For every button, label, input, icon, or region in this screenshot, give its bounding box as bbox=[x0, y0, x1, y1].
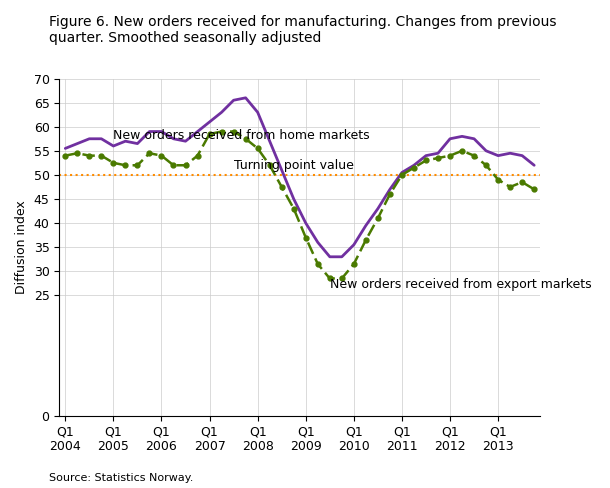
Y-axis label: Diffusion index: Diffusion index bbox=[15, 200, 28, 294]
Text: Turning point value: Turning point value bbox=[234, 159, 353, 172]
Text: New orders received from home markets: New orders received from home markets bbox=[113, 129, 370, 142]
Text: Figure 6. New orders received for manufacturing. Changes from previous
quarter. : Figure 6. New orders received for manufa… bbox=[49, 15, 556, 45]
Text: Source: Statistics Norway.: Source: Statistics Norway. bbox=[49, 473, 193, 483]
Text: New orders received from export markets: New orders received from export markets bbox=[330, 278, 592, 291]
